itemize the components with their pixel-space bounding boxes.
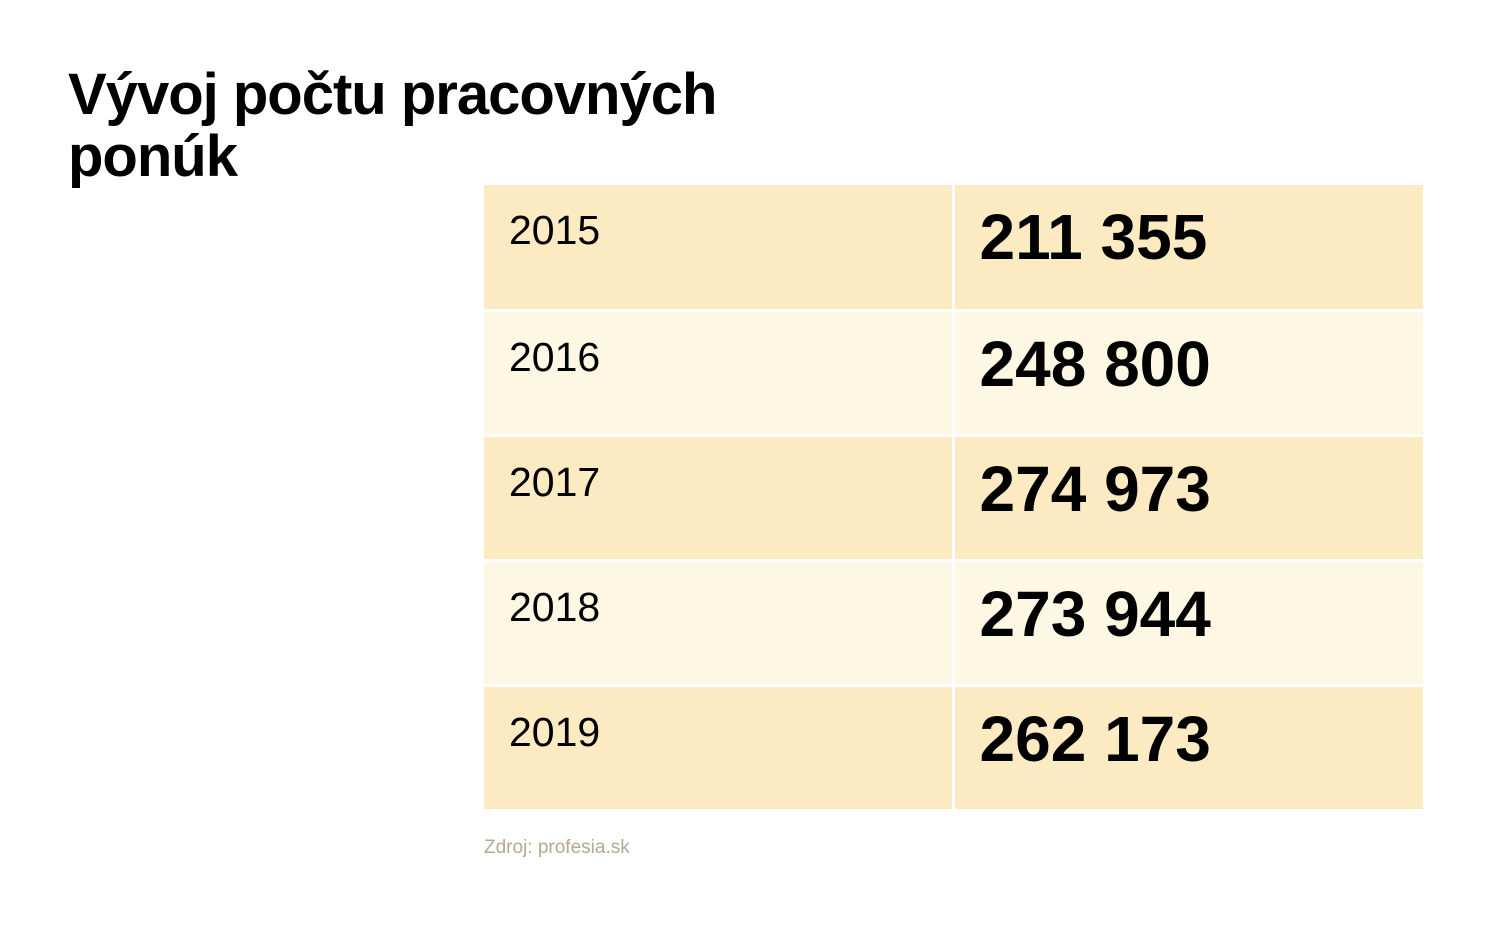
table-cell: 2018 bbox=[484, 558, 955, 687]
year-label: 2018 bbox=[509, 583, 601, 630]
table-row: 2015 211 355 bbox=[484, 185, 1423, 312]
year-label: 2015 bbox=[509, 207, 601, 253]
year-label: 2019 bbox=[509, 708, 601, 755]
table-cell: 211 355 bbox=[951, 185, 1423, 312]
year-label: 2016 bbox=[509, 333, 601, 380]
table-row: 2016 248 800 bbox=[484, 308, 1423, 437]
table-cell: 2016 bbox=[484, 308, 955, 437]
table-cell: 2019 bbox=[484, 683, 955, 812]
source-note: Zdroj: profesia.sk bbox=[484, 837, 630, 858]
table-cell: 248 800 bbox=[951, 308, 1423, 437]
table-cell: 273 944 bbox=[951, 558, 1423, 687]
value-label: 248 800 bbox=[979, 327, 1211, 400]
value-label: 211 355 bbox=[979, 201, 1208, 273]
table-cell: 2017 bbox=[484, 433, 955, 562]
value-label: 274 973 bbox=[979, 452, 1211, 525]
value-label: 273 944 bbox=[979, 577, 1211, 650]
table-row: 2018 273 944 bbox=[484, 558, 1423, 687]
title: Vývoj počtu pracovných ponúk bbox=[68, 62, 717, 189]
value-label: 262 173 bbox=[979, 702, 1211, 775]
year-label: 2017 bbox=[509, 458, 601, 505]
table-cell: 2015 bbox=[484, 185, 955, 312]
table-cell: 262 173 bbox=[951, 683, 1423, 812]
data-table: 2015 211 355 2016 248 800 2017 274 973 2018 273… bbox=[484, 185, 1423, 812]
table-row: 2017 274 973 bbox=[484, 433, 1423, 562]
table-row: 2019 262 173 bbox=[484, 683, 1423, 812]
table-cell: 274 973 bbox=[951, 433, 1423, 562]
